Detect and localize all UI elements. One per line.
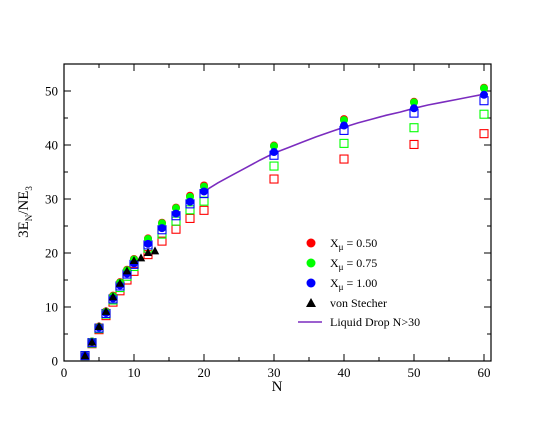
triangle-point [143,247,153,256]
filled-circle-point [480,84,488,93]
x-axis-label: N [272,379,283,395]
triangle-point [115,278,125,287]
triangle-point [122,266,132,275]
legend-entry-von-stecher: von Stecher [306,296,387,310]
triangle-point [80,351,90,360]
filled-circle-point [410,104,418,113]
open-square-point [269,161,279,171]
open-square-point [269,174,279,184]
open-square-point [185,213,195,223]
legend-label-x050-rest: = 0.50 [344,236,378,250]
y-tick-label: 0 [52,354,59,369]
open-square-point [171,224,181,234]
legend-entry-x100: Xμ = 1.00 [306,276,377,292]
legend-label-x050-sub: μ [339,242,344,252]
legend: Xμ = 0.50 Xμ = 0.75 Xμ = 1.00 von Steche… [298,236,420,329]
filled-circle-point [410,98,418,107]
filled-circle-point [270,148,278,157]
filled-circle-point [340,121,348,130]
x-tick-label: 0 [61,365,68,380]
open-square-point [409,123,419,133]
legend-marker-von-stecher [306,298,316,307]
open-square-point [339,154,349,164]
triangle-point [108,292,118,301]
y-axis: 0 10 20 30 40 50 [45,63,491,369]
liquid-drop-curve [203,93,485,193]
plot-frame [63,63,492,362]
legend-label-x050-base: X [330,236,339,250]
y-tick-label: 30 [45,192,58,207]
triangle-point [136,253,146,262]
triangle-point [94,321,104,330]
x-tick-label: 50 [408,365,421,380]
legend-label-x100-sub: μ [339,282,344,292]
legend-label-x075: Xμ = 0.75 [330,256,377,272]
filled-circle-point [158,224,166,233]
open-square-point [339,138,349,148]
x-tick-label: 10 [128,365,141,380]
triangle-point [150,246,160,255]
filled-circle-point [172,209,180,218]
legend-entry-x075: Xμ = 0.75 [306,256,377,272]
triangle-point [101,306,111,315]
legend-marker-x050 [306,238,316,248]
filled-circle-point [186,197,194,206]
legend-label-x100: Xμ = 1.00 [330,276,377,292]
y-tick-label: 40 [45,138,58,153]
legend-label-x100-base: X [330,276,339,290]
triangle-point [129,256,139,265]
legend-marker-x075 [306,258,316,268]
legend-entry-x050: Xμ = 0.50 [306,236,377,252]
open-square-point [199,196,209,206]
open-square-point [409,139,419,150]
filled-circle-point [270,142,278,151]
open-square-point [185,205,195,215]
open-square-point [199,205,209,215]
x-tick-label: 60 [478,365,491,380]
x-tick-label: 20 [198,365,211,380]
x-tick-label: 30 [268,365,281,380]
y-tick-label: 50 [45,84,58,99]
y-axis-label: 3EN/NE3 [16,186,34,238]
triangle-point [87,337,97,346]
y-axis-label-sub2: 3 [24,186,34,191]
legend-label-x075-base: X [330,256,339,270]
open-square-point [479,109,489,119]
open-square-point [171,216,181,226]
open-square-point [479,129,489,139]
x-axis: 0 10 20 30 40 50 60 [61,64,491,380]
y-axis-label-base: 3E [16,221,32,238]
legend-marker-x100 [306,278,316,288]
legend-label-x050: Xμ = 0.50 [330,236,377,252]
y-tick-label: 20 [45,246,58,261]
filled-circle-point [200,187,208,196]
legend-label-von-stecher: von Stecher [330,296,387,310]
filled-circle-point [144,239,152,248]
series-layer [80,83,489,361]
legend-entry-liquid-drop: Liquid Drop N>30 [298,315,420,329]
x-tick-label: 40 [338,365,351,380]
legend-label-x100-rest: = 1.00 [344,276,378,290]
legend-label-x075-sub: μ [339,262,344,272]
filled-circle-point [480,90,488,99]
y-axis-label-mid: /NE [16,191,32,215]
open-square-point [157,236,167,246]
y-axis-label-sub1: N [24,214,34,221]
y-tick-label: 10 [45,300,58,315]
legend-label-liquid-drop: Liquid Drop N>30 [330,315,420,329]
legend-label-x075-rest: = 0.75 [344,256,378,270]
